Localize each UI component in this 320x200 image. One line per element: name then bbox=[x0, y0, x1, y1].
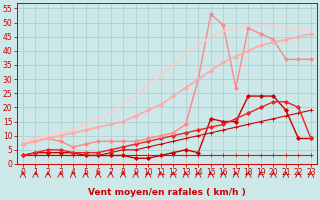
X-axis label: Vent moyen/en rafales ( km/h ): Vent moyen/en rafales ( km/h ) bbox=[88, 188, 246, 197]
